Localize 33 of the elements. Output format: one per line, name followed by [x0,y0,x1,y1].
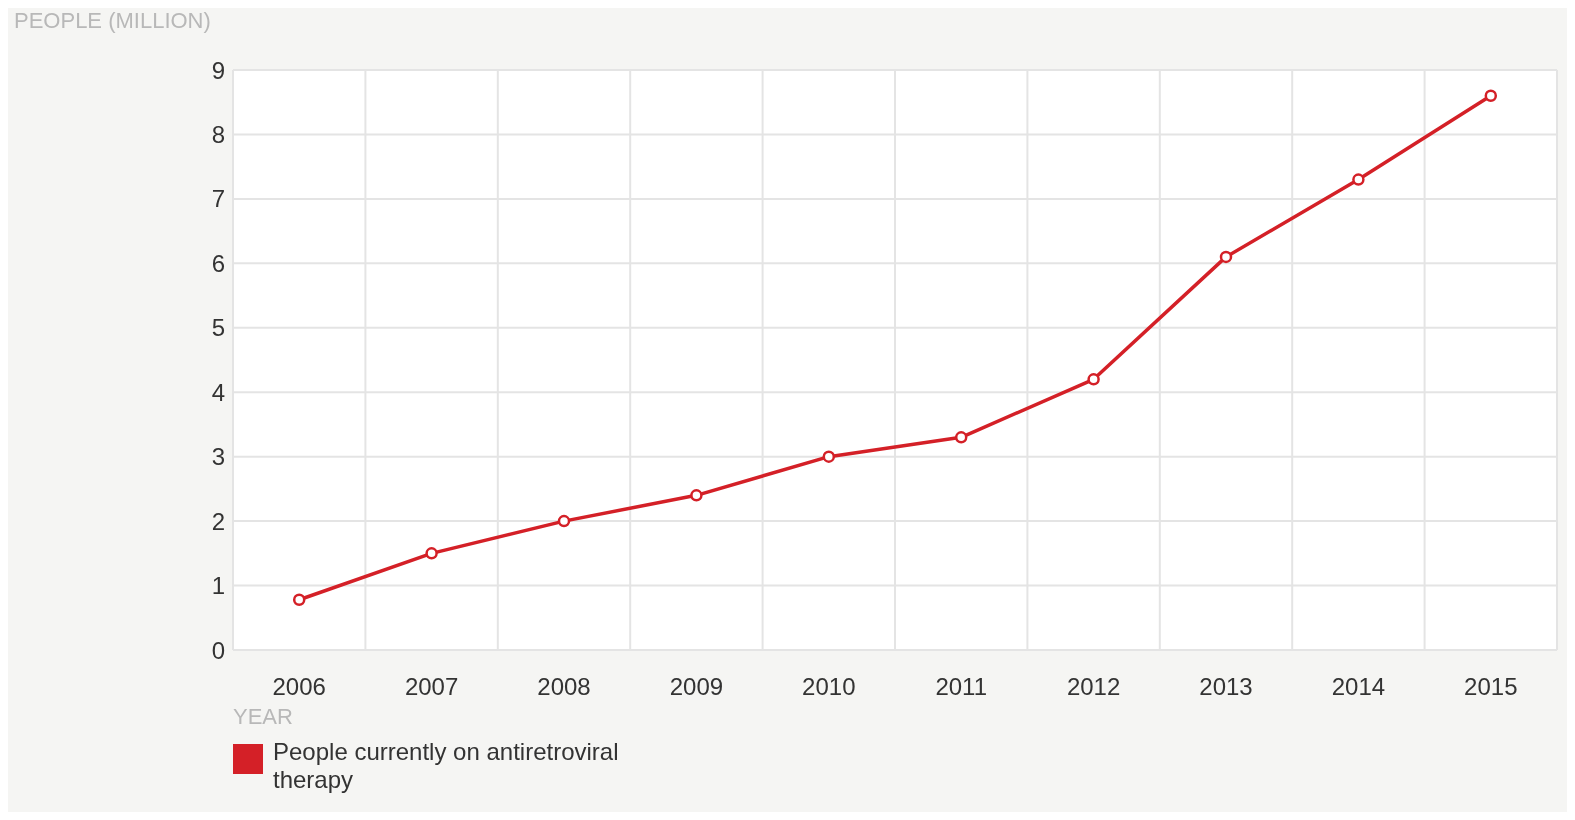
x-tick-label: 2009 [669,673,724,701]
point [1484,89,1498,103]
point [822,450,836,463]
point [292,593,306,606]
y-tick-label: 6 [211,249,225,277]
x-tick-label: 2015 [1464,673,1518,701]
x-axis-title: YEAR [233,704,294,730]
y-axis-title: PEOPLE (MILLION) [14,8,211,34]
y-tick-label: 4 [211,378,225,406]
point [557,514,571,528]
point [1219,250,1233,264]
y-tick-label: 0 [211,636,225,664]
y-tick-label: 3 [211,443,225,471]
x-tick-label: 2014 [1331,673,1386,701]
x-tick-label: 2013 [1199,673,1253,701]
y-tick-label: 9 [211,56,225,84]
point [690,489,703,502]
y-tick-label: 1 [211,572,225,600]
point [425,547,438,560]
x-tick-label: 2011 [935,673,987,701]
x-tick-label: 2012 [1066,673,1121,701]
y-tick-label: 2 [211,507,225,535]
y-tick-label: 5 [211,314,225,342]
point [1087,373,1100,386]
legend-label: People currently on antiretroviral therapy [273,738,620,794]
x-tick-label: 2006 [272,673,326,701]
y-tick-label: 7 [211,185,225,213]
x-tick-label: 2008 [537,673,591,701]
point [954,431,968,444]
y-tick-label: 8 [211,120,225,148]
x-tick-label: 2010 [802,673,856,701]
point [1352,173,1365,186]
x-tick-label: 2007 [404,673,459,701]
